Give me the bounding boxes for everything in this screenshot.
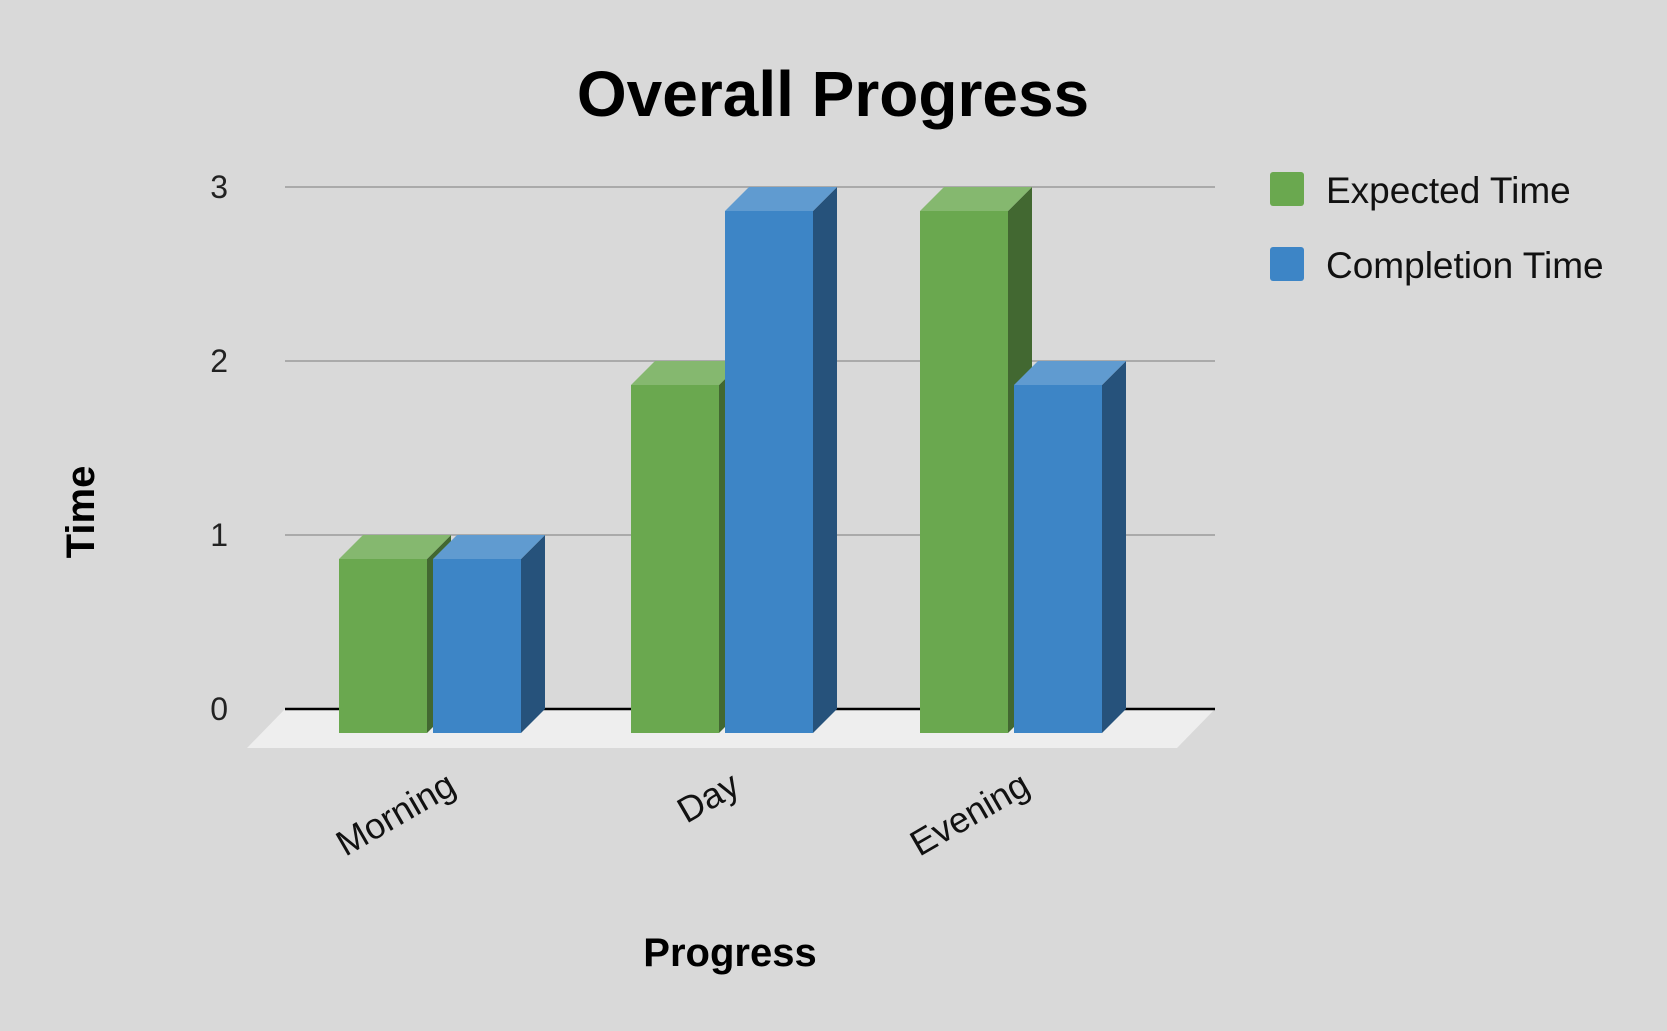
bar-top-face [631, 361, 743, 385]
legend-label-expected-time: Expected Time [1326, 170, 1571, 211]
bar-top-face [433, 535, 545, 559]
legend-label-completion-time: Completion Time [1326, 245, 1604, 286]
chart-title: Overall Progress [577, 58, 1089, 130]
x-axis-title: Progress [643, 931, 816, 975]
legend-swatch-completion-time [1270, 247, 1304, 281]
bar-side-face [813, 187, 837, 733]
y-tick-label-3: 3 [210, 169, 228, 205]
bar-completion-time-evening [1014, 361, 1126, 733]
bar-top-face [1014, 361, 1126, 385]
y-tick-label-1: 1 [210, 517, 228, 553]
bar-front-face [631, 385, 719, 733]
y-axis-title: Time [59, 466, 103, 559]
bar-top-face [339, 535, 451, 559]
bar-front-face [1014, 385, 1102, 733]
y-axis-ticks: 0 1 2 3 [210, 169, 228, 727]
legend: Expected Time Completion Time [1270, 170, 1604, 286]
bar-top-face [920, 187, 1032, 211]
bar-completion-time-morning [433, 535, 545, 733]
x-category-label-evening: Evening [903, 763, 1036, 864]
bar-front-face [433, 559, 521, 733]
legend-swatch-expected-time [1270, 172, 1304, 206]
bars [339, 187, 1126, 733]
bar-top-face [725, 187, 837, 211]
legend-item-expected-time: Expected Time [1270, 170, 1571, 211]
legend-item-completion-time: Completion Time [1270, 245, 1604, 286]
y-tick-label-2: 2 [210, 343, 228, 379]
bar-front-face [339, 559, 427, 733]
x-category-label-morning: Morning [329, 763, 462, 864]
x-axis-categories: Morning Day Evening [329, 763, 1036, 864]
bar-completion-time-day [725, 187, 837, 733]
bar-front-face [920, 211, 1008, 733]
bar-front-face [725, 211, 813, 733]
y-tick-label-0: 0 [210, 691, 228, 727]
bar-side-face [521, 535, 545, 733]
bar-side-face [1102, 361, 1126, 733]
x-category-label-day: Day [670, 763, 746, 831]
